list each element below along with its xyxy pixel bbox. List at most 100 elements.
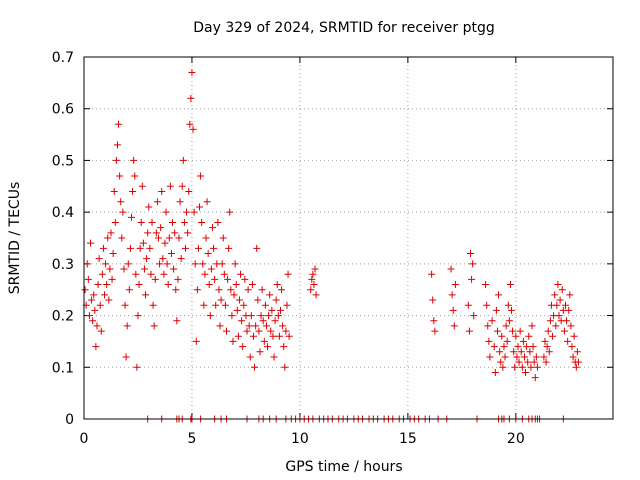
x-axis-label: GPS time / hours xyxy=(285,459,402,475)
data-point xyxy=(122,353,130,361)
data-point xyxy=(572,363,580,371)
data-point xyxy=(570,332,578,340)
data-point xyxy=(115,120,123,128)
data-point xyxy=(124,260,132,268)
data-point xyxy=(503,337,511,345)
x-tick-label: 15 xyxy=(399,431,417,447)
data-point xyxy=(166,182,174,190)
data-point xyxy=(246,353,254,361)
data-point xyxy=(532,353,540,361)
data-point xyxy=(563,317,571,325)
data-point xyxy=(232,281,240,289)
data-point xyxy=(496,348,504,356)
grid-lines xyxy=(84,57,613,419)
data-point xyxy=(271,317,279,325)
data-point xyxy=(512,332,520,340)
data-point xyxy=(240,301,248,309)
data-point xyxy=(190,208,198,216)
data-point xyxy=(500,343,508,351)
data-point xyxy=(88,296,96,304)
data-point xyxy=(517,348,525,356)
data-point xyxy=(273,281,281,289)
data-point xyxy=(184,229,192,237)
data-point xyxy=(111,218,119,226)
data-point xyxy=(121,301,129,309)
data-point xyxy=(465,327,473,335)
data-point xyxy=(450,322,458,330)
data-point xyxy=(282,327,290,335)
data-point xyxy=(449,306,457,314)
data-point xyxy=(569,353,577,361)
data-point xyxy=(518,363,526,371)
data-point xyxy=(231,260,239,268)
data-point xyxy=(180,218,188,226)
data-point xyxy=(482,281,490,289)
y-tick-label: 0.2 xyxy=(52,309,74,325)
data-point xyxy=(524,358,532,366)
data-point xyxy=(239,343,247,351)
data-point xyxy=(120,265,128,273)
data-point xyxy=(492,306,500,314)
data-point xyxy=(285,332,293,340)
data-point xyxy=(256,348,264,356)
data-point xyxy=(564,337,572,345)
data-point xyxy=(485,337,493,345)
data-point xyxy=(223,327,231,335)
data-point xyxy=(527,363,535,371)
data-point xyxy=(510,348,518,356)
data-point xyxy=(276,306,284,314)
data-point xyxy=(208,224,216,232)
data-point xyxy=(248,281,256,289)
data-point xyxy=(528,322,536,330)
data-point xyxy=(217,296,225,304)
data-point xyxy=(280,343,288,351)
y-tick-label: 0.7 xyxy=(52,50,74,66)
data-point xyxy=(93,322,101,330)
data-point xyxy=(261,301,269,309)
data-point xyxy=(150,322,158,330)
y-axis-label: SRMTID / TECUs xyxy=(7,182,23,295)
data-point xyxy=(189,125,197,133)
data-point xyxy=(508,306,516,314)
data-point xyxy=(185,187,193,195)
data-point xyxy=(546,317,554,325)
data-point xyxy=(567,322,575,330)
data-point xyxy=(267,327,275,335)
data-point xyxy=(495,291,503,299)
data-point xyxy=(526,348,534,356)
data-point xyxy=(140,265,148,273)
plot-area-frame xyxy=(83,56,614,420)
data-point xyxy=(274,312,282,320)
data-point xyxy=(202,234,210,242)
data-point xyxy=(233,306,241,314)
data-point xyxy=(565,306,573,314)
data-point xyxy=(197,172,205,180)
data-point xyxy=(92,343,100,351)
data-point xyxy=(260,337,268,345)
data-point xyxy=(466,250,474,258)
data-point xyxy=(103,281,111,289)
data-point xyxy=(165,234,173,242)
data-point xyxy=(229,337,237,345)
x-tick-label: 20 xyxy=(507,431,525,447)
data-point xyxy=(516,327,524,335)
data-point xyxy=(499,363,507,371)
data-point xyxy=(555,312,563,320)
data-point xyxy=(148,218,156,226)
data-point xyxy=(219,234,227,242)
x-tick-labels: 0 5 10 15 20 xyxy=(80,431,525,447)
data-point xyxy=(201,270,209,278)
chart-title: Day 329 of 2024, SRMTID for receiver ptg… xyxy=(193,20,495,36)
data-point xyxy=(211,275,219,283)
data-point xyxy=(513,353,521,361)
data-point xyxy=(255,327,263,335)
data-point xyxy=(573,348,581,356)
data-point xyxy=(428,270,436,278)
data-point xyxy=(108,275,116,283)
data-point xyxy=(119,208,127,216)
data-point xyxy=(85,312,93,320)
data-point xyxy=(545,348,553,356)
data-point xyxy=(131,172,139,180)
data-point xyxy=(153,198,161,206)
data-point xyxy=(98,270,106,278)
